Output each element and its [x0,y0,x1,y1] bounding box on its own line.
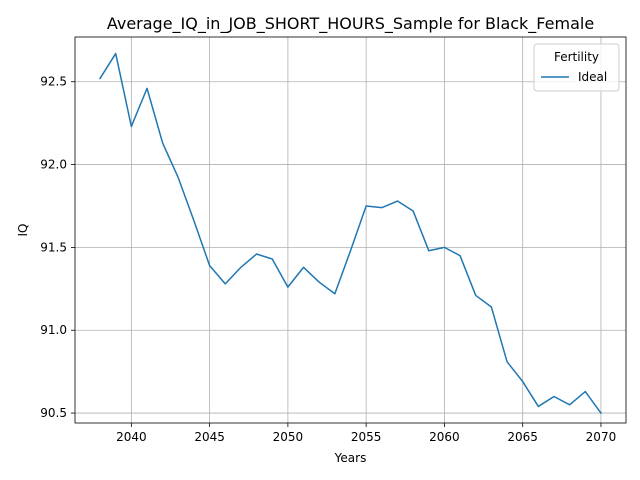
x-tick-label: 2050 [273,430,304,444]
y-axis: 90.5 91.0 91.5 92.0 92.5 [40,75,75,420]
y-tick-label: 91.5 [40,240,67,254]
legend-title: Fertility [554,50,599,64]
x-axis-label: Years [334,451,367,465]
x-tick-label: 2040 [116,430,147,444]
legend-box [533,43,620,92]
y-tick-label: 92.5 [40,75,67,89]
legend: Fertility Ideal [533,43,620,92]
y-tick-label: 91.0 [40,323,67,337]
x-tick-label: 2070 [586,430,617,444]
legend-entry-label: Ideal [578,70,607,84]
x-tick-label: 2060 [429,430,460,444]
y-axis-label: IQ [16,224,30,237]
chart-title: Average_IQ_in_JOB_SHORT_HOURS_Sample for… [107,14,594,34]
y-tick-label: 90.5 [40,406,67,420]
x-axis: 2040 2045 2050 2055 2060 2065 2070 [116,423,616,444]
series-line-ideal [99,52,602,415]
plot-frame [74,36,627,424]
grid [75,37,626,423]
x-tick-label: 2055 [351,430,382,444]
series-group [99,52,602,415]
y-tick-label: 92.0 [40,158,67,172]
x-tick-label: 2065 [507,430,538,444]
x-tick-label: 2045 [194,430,225,444]
